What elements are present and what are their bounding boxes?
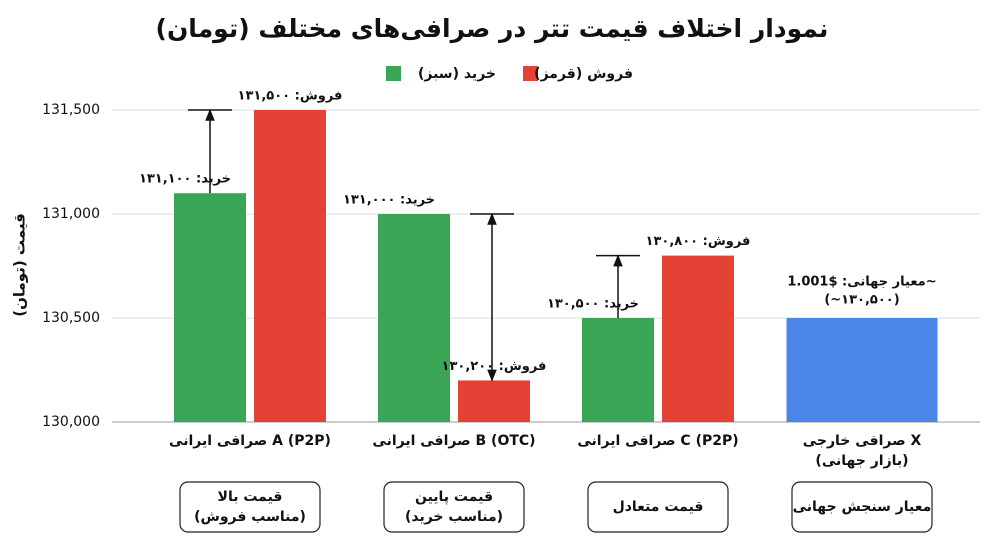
legend-swatch [386, 66, 401, 81]
y-tick-label: 131,500 [42, 102, 100, 118]
bar [662, 255, 734, 422]
note-box [383, 481, 525, 533]
x-tick-label: صرافی ایرانی C (P2P) [577, 433, 738, 449]
bar [458, 380, 530, 422]
x-tick-label: صرافی خارجی X [803, 433, 922, 449]
y-tick-label: 130,500 [42, 310, 100, 326]
note-box [179, 481, 321, 533]
note-text: قیمت متعادل [613, 499, 704, 515]
legend-label: فروش (قرمز) [534, 66, 633, 82]
x-tick-label: صرافی ایرانی B (OTC) [372, 433, 535, 449]
x-tick-label: (بازار جهانی) [815, 453, 908, 469]
note-text: (مناسب خرید) [405, 509, 503, 525]
y-tick-label: 131,000 [42, 206, 100, 222]
note-text: قیمت بالا [218, 489, 283, 505]
x-tick-label: صرافی ایرانی A (P2P) [169, 433, 331, 449]
y-axis-label: قیمت (تومان) [11, 213, 29, 317]
bar [174, 193, 246, 422]
legend-label: خرید (سبز) [418, 66, 496, 82]
data-label: (~۱۳۰,۵۰۰) [824, 293, 899, 308]
data-label: خرید: ۱۳۱,۰۰۰ [343, 193, 435, 208]
y-tick-label: 130,000 [42, 414, 100, 430]
data-label: خرید: ۱۳۱,۱۰۰ [139, 172, 231, 187]
data-label: معیار جهانی: $1.001~ [787, 275, 936, 290]
bar [582, 318, 654, 422]
note-box [587, 481, 729, 533]
data-label: خرید: ۱۳۰,۵۰۰ [547, 297, 639, 312]
chart-title: نمودار اختلاف قیمت تتر در صرافی‌های مختل… [156, 14, 829, 44]
bar [254, 110, 326, 422]
note-text: قیمت پایین [415, 489, 493, 505]
data-label: فروش: ۱۳۰,۲۰۰ [442, 359, 547, 374]
note-text: معیار سنجش جهانی [793, 499, 932, 515]
data-label: فروش: ۱۳۱,۵۰۰ [238, 89, 343, 104]
note-box [791, 481, 933, 533]
bar [786, 318, 938, 422]
bar [378, 214, 450, 422]
data-label: فروش: ۱۳۰,۸۰۰ [646, 234, 751, 249]
legend-swatch [523, 66, 538, 81]
note-text: (مناسب فروش) [194, 509, 306, 525]
